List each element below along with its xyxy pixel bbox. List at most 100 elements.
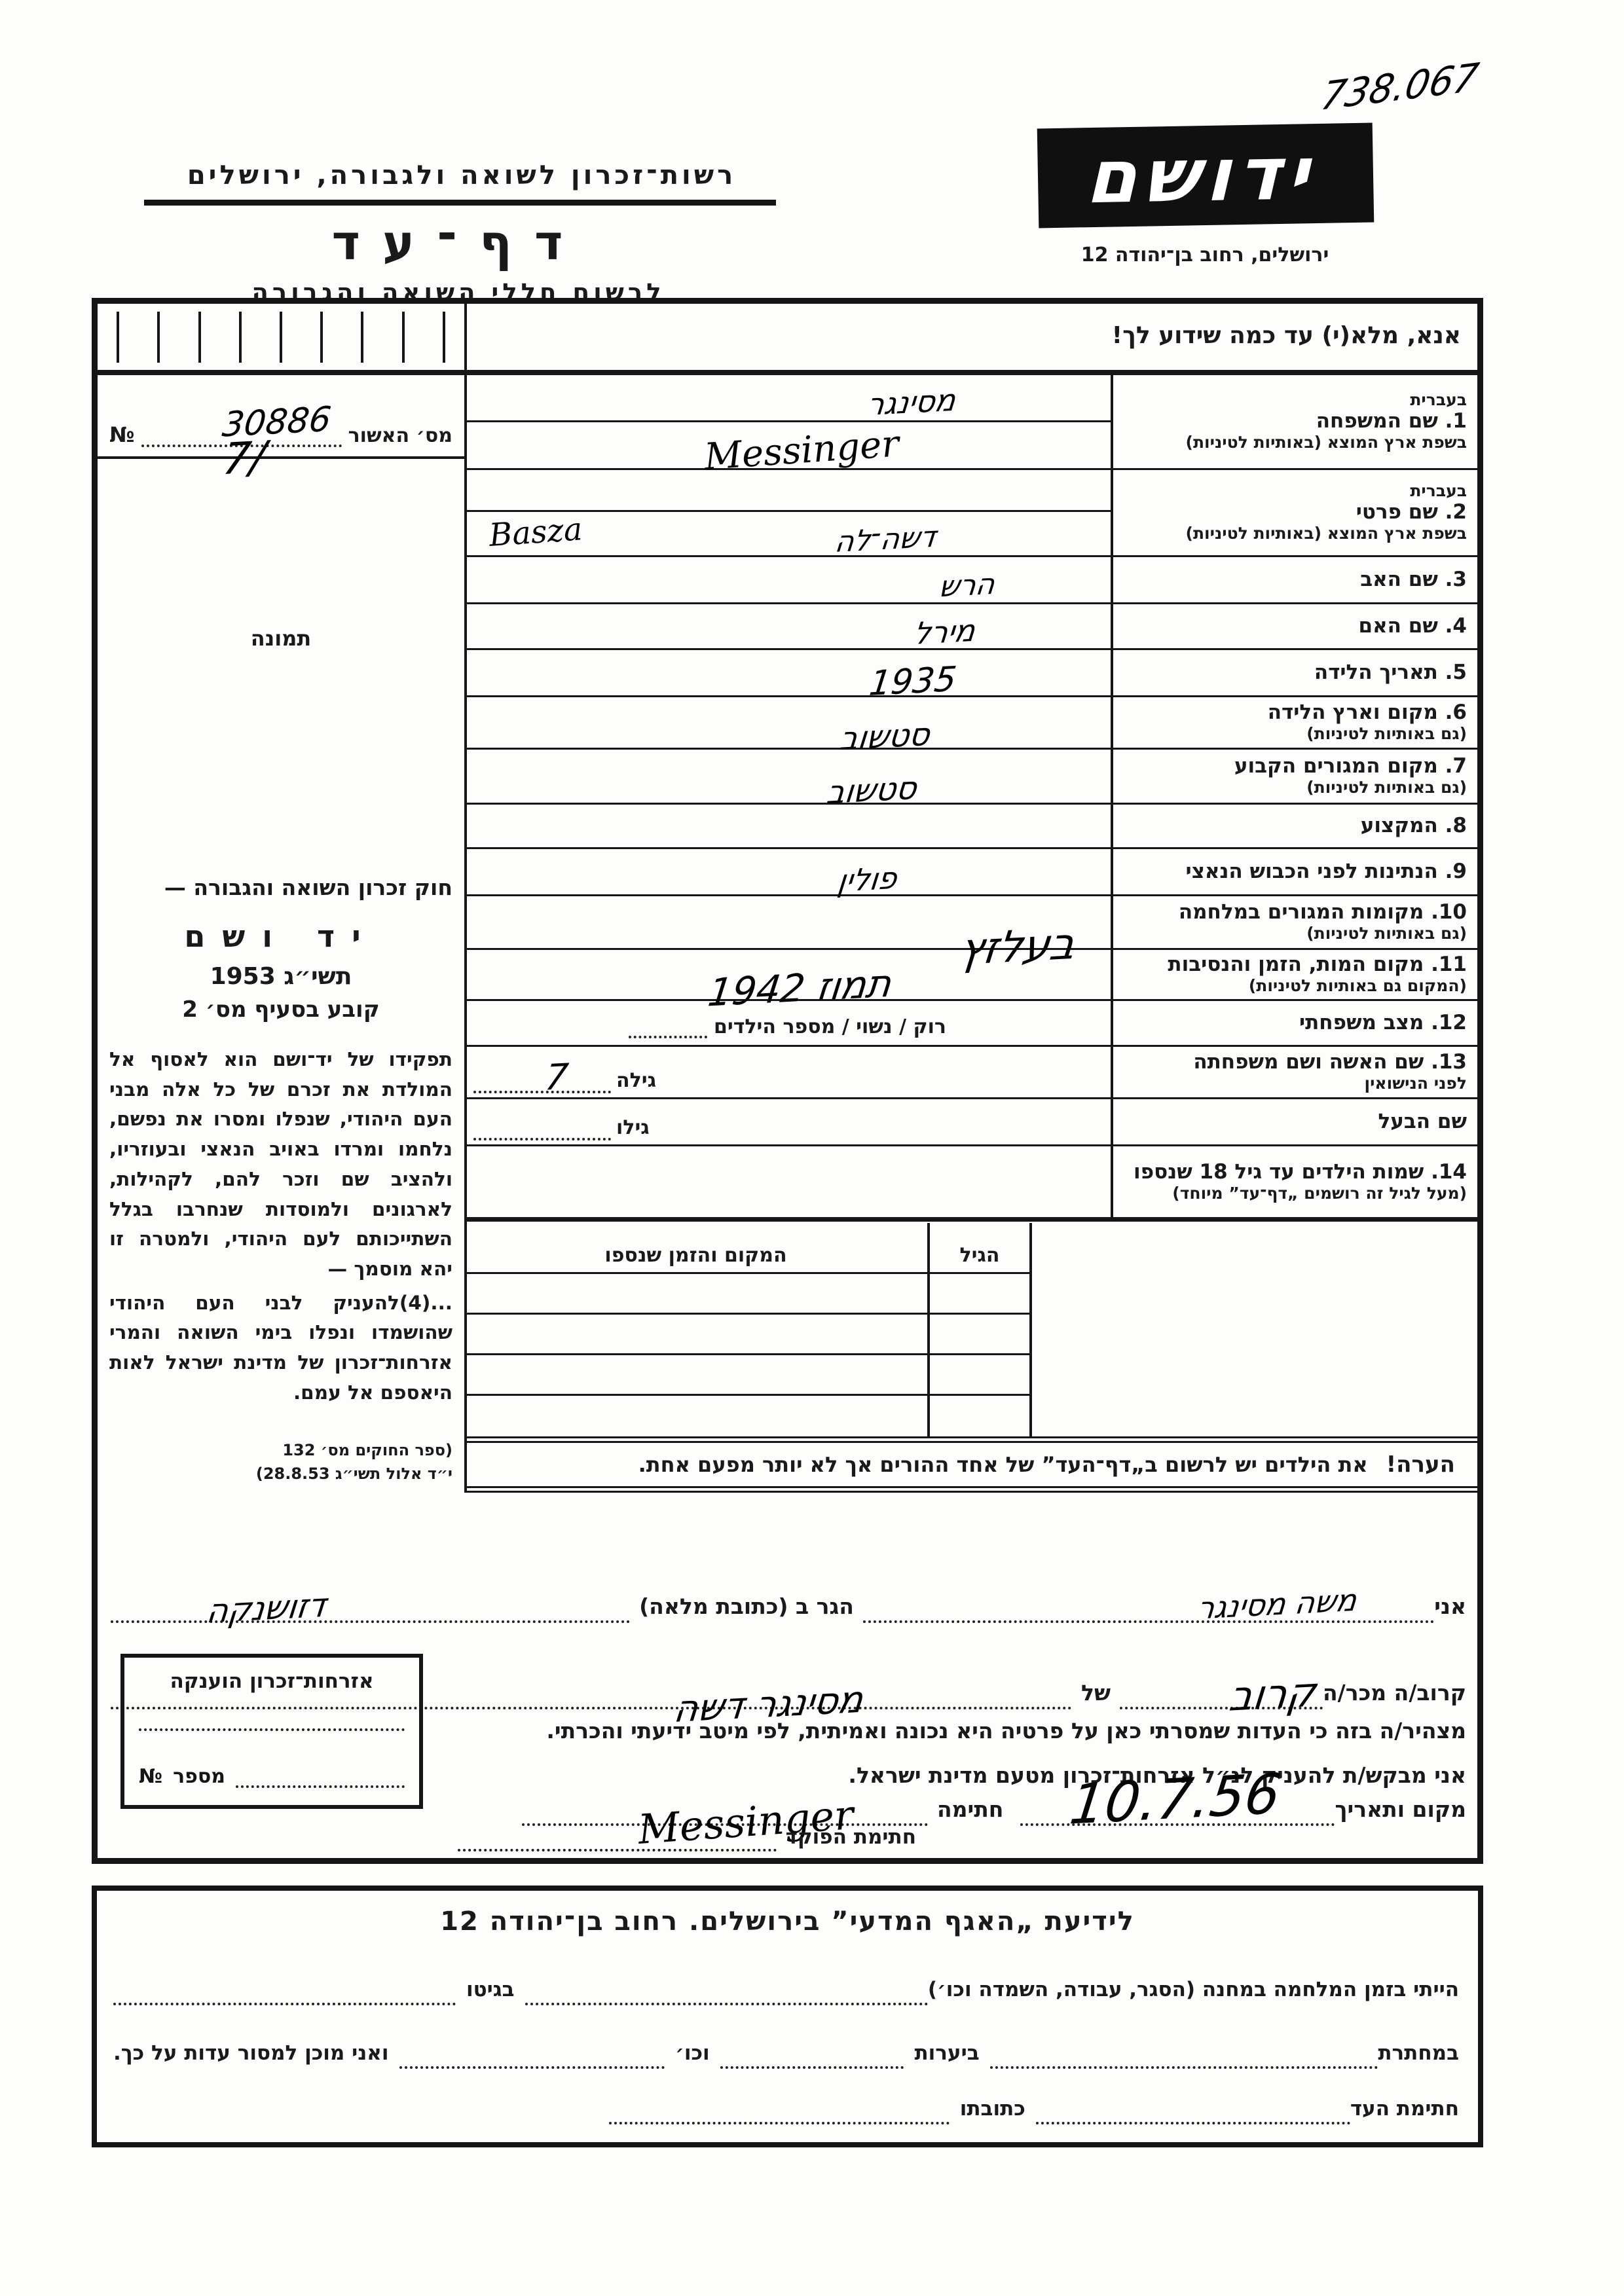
- citizenship-number-line: № מספר: [139, 1765, 405, 1788]
- fields-column: בעברית 1. שם המשפחה בשפת ארץ המוצא (באות…: [464, 375, 1477, 1223]
- note-text: את הילדים יש לרשום ב„דף־העד” של אחד ההור…: [638, 1452, 1368, 1477]
- spacer: [1032, 1396, 1477, 1436]
- field-sub-label: לפני הנישואין: [1364, 1074, 1467, 1093]
- fill-instruction: אנא, מלא(י) עד כמה שידוע לך!: [1111, 322, 1461, 349]
- handwritten-father-name: הרש: [937, 567, 997, 604]
- field-pre-label: בעברית: [1410, 481, 1467, 500]
- field-label: 3. שם האב: [1360, 567, 1467, 591]
- witness-signature-line: חתימת העד כתובתו: [113, 2088, 1459, 2124]
- approval-label: מס׳ האשור: [348, 424, 452, 447]
- field-label: 9. הנתינות לפני הכבוש הנאצי: [1185, 859, 1467, 883]
- handwritten-declarant-address: דזושנקה: [204, 1586, 328, 1631]
- field-row-father-name: 3. שם האב הרש: [464, 557, 1477, 604]
- field-label-residence: 7. מקום המגורים הקבוע (גם באותיות לטיניו…: [1111, 750, 1477, 803]
- handwritten-first-name-latin: Basza: [488, 511, 584, 554]
- field-label: שם הבעל: [1378, 1109, 1467, 1133]
- handwritten-first-name-hebrew: דשה־לה: [833, 520, 938, 560]
- field-row-family-name: בעברית 1. שם המשפחה בשפת ארץ המוצא (באות…: [464, 375, 1477, 479]
- official-signature-label: חתימת הפוקד: [785, 1825, 916, 1849]
- field-label: 10. מקומות המגורים במלחמה: [1178, 900, 1467, 924]
- answer-area: גילו: [464, 1099, 1111, 1144]
- logo-address: ירושלים, רחוב בן־יהודה 12: [1080, 244, 1329, 266]
- dotted-line: 10.7.56: [1020, 1761, 1335, 1837]
- answer-area: 1935: [464, 650, 1111, 704]
- place-cell: [464, 1355, 927, 1396]
- answer-line: מסינגר: [464, 375, 1111, 422]
- handwritten-citizenship: פולין: [835, 860, 899, 899]
- field-label-father-name: 3. שם האב: [1111, 557, 1477, 602]
- underground-label: במחתרת: [1378, 2041, 1459, 2065]
- handwritten-mother-name: מירל: [912, 612, 978, 651]
- address-label: הגר ב (כתובת מלאה): [639, 1594, 854, 1619]
- handwritten-family-name-hebrew: מסינגר: [865, 382, 958, 423]
- forests-label: ביערות: [914, 2041, 980, 2065]
- answer-area: סטשוב: [464, 697, 1111, 758]
- field-row-children: 14. שמות הילדים עד גיל 18 שנספו (מעל לגי…: [464, 1146, 1477, 1222]
- field-label-birth-date: 5. תאריך הלידה: [1111, 650, 1477, 695]
- camp-label: הייתי בזמן המלחמה במחנה (הסגר, עבודה, הש…: [927, 1978, 1459, 2001]
- field-row-war-residence: 10. מקומות המגורים במלחמה (גם באותיות לט…: [464, 896, 1477, 975]
- law-sidebar: חוק זכרון השואה והגבורה — יד ושם תשי״ג 1…: [109, 875, 452, 1485]
- dotted-line: [608, 2118, 950, 2124]
- handwritten-date: 10.7.56: [1066, 1761, 1284, 1837]
- tick-mark: [117, 312, 120, 363]
- place-cell: [464, 1274, 927, 1315]
- dotted-line: מסינגר דשה: [111, 1678, 1072, 1731]
- scientific-branch-title: לידיעת „האגף המדעי” בירושלים. רחוב בן־יה…: [440, 1906, 1135, 1937]
- handwritten-declarant-name: משה מסינגר: [1195, 1582, 1359, 1626]
- answer-line: דשה־לה Basza: [464, 511, 1111, 559]
- law-heading: חוק זכרון השואה והגבורה —: [164, 875, 452, 900]
- place-cell: [464, 1396, 927, 1436]
- field-label-birth-place: 6. מקום וארץ הלידה (גם באותיות לטיניות): [1111, 697, 1477, 748]
- of-label: של: [1081, 1680, 1111, 1705]
- citizenship-granted-box: אזרחות־זכרון הוענקה № מספר: [120, 1654, 423, 1809]
- field-label-war-residence: 10. מקומות המגורים במלחמה (גם באותיות לט…: [1111, 896, 1477, 948]
- field-label: 4. שם האם: [1358, 613, 1467, 638]
- answer-area: [464, 1146, 1111, 1217]
- answer-line: Messinger: [464, 422, 1111, 479]
- ready-to-testify-text: ואני מוכן למסור עדות על כך.: [113, 2041, 389, 2065]
- his-age-label: גילו: [616, 1116, 650, 1139]
- handwritten-file-number: 738.067: [1317, 54, 1483, 120]
- dotted-line: [629, 1033, 708, 1038]
- handwritten-relation: קרוב: [1227, 1667, 1320, 1721]
- law-reference-line1: (ספר החוקים מס׳ 132: [282, 1440, 452, 1459]
- dotted-line: 7: [473, 1056, 611, 1099]
- field-label: 2. שם פרטי: [1356, 500, 1467, 524]
- children-table-row: [464, 1355, 1477, 1396]
- dotted-line: [1035, 2118, 1350, 2124]
- field-post-label: בשפת ארץ המוצא (באותיות לטיניות): [1185, 524, 1467, 543]
- field-sub-label: (מעל לגיל זה רושמים „דף־עד” מיוחד): [1172, 1183, 1467, 1203]
- camp-line: הייתי בזמן המלחמה במחנה (הסגר, עבודה, הש…: [113, 1966, 1459, 2005]
- field-sub-label: (גם באותיות לטיניות): [1306, 924, 1467, 943]
- field-label: 8. המקצוע: [1360, 813, 1467, 837]
- declaration-statement: מצהיר/ה בזה כי העדות שמסרתי כאן על פרטיה…: [546, 1718, 1466, 1743]
- tick-mark: [442, 312, 445, 363]
- header-rule: [144, 200, 776, 206]
- answer-area: תמוז 1942: [464, 950, 1111, 1015]
- answer-area: מסינגר Messinger: [464, 375, 1111, 479]
- field-row-citizenship: 9. הנתינות לפני הכבוש הנאצי פולין: [464, 849, 1477, 899]
- dotted-line: משה מסינגר: [862, 1582, 1435, 1626]
- field-row-wife-name: 13. שם האשה ושם משפחתה לפני הנישואין גיל…: [464, 1047, 1477, 1099]
- law-year: תשי״ג 1953: [210, 963, 352, 990]
- approval-number-row: מס׳ האשור 30886 /7 №: [98, 375, 464, 484]
- dotted-line: 30886 /7: [141, 400, 342, 484]
- yad-vashem-logo-text: ידושם: [1080, 130, 1331, 221]
- relation-line: קרוב/ה מכר/ה קרוב של מסינגר דשה: [111, 1660, 1466, 1731]
- tick-mark: [361, 312, 364, 363]
- note-row: הערה! את הילדים יש לרשום ב„דף־העד” של אח…: [464, 1436, 1477, 1493]
- field-label-mother-name: 4. שם האם: [1111, 604, 1477, 648]
- field-row-husband-name: שם הבעל גילו: [464, 1099, 1477, 1146]
- law-section: קובע בסעיף מס׳ 2: [182, 996, 380, 1023]
- tick-mark: [157, 312, 160, 363]
- spacer: [1032, 1355, 1477, 1396]
- age-cell: [927, 1396, 1032, 1436]
- field-label: 1. שם המשפחה: [1316, 409, 1467, 433]
- place-date-signature-line: מקום ותאריך 10.7.56 חתימה Messinger: [111, 1761, 1466, 1853]
- tick-mark: [238, 312, 242, 363]
- field-label-husband-name: שם הבעל: [1111, 1099, 1477, 1144]
- dotted-line: [399, 2062, 665, 2069]
- dotted-line: [473, 1135, 611, 1140]
